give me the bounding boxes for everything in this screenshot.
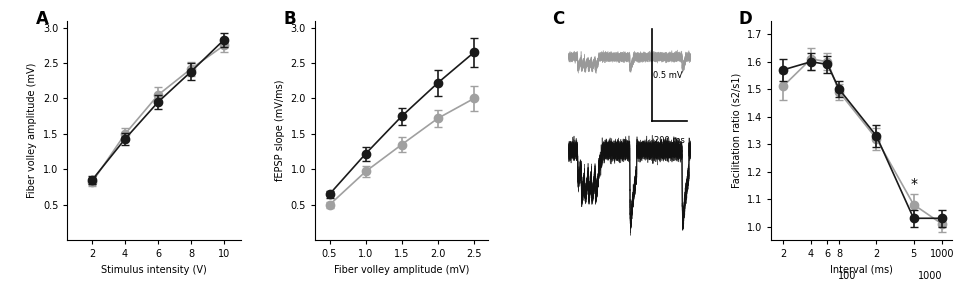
Text: 100: 100 [837, 271, 855, 281]
X-axis label: Fiber volley amplitude (mV): Fiber volley amplitude (mV) [333, 265, 469, 275]
Y-axis label: Fiber volley amplitude (mV): Fiber volley amplitude (mV) [27, 63, 37, 198]
X-axis label: Stimulus intensity (V): Stimulus intensity (V) [101, 265, 207, 275]
Y-axis label: fEPSP slope (mV/ms): fEPSP slope (mV/ms) [275, 80, 284, 181]
Text: *: * [909, 177, 916, 191]
Text: B: B [283, 9, 296, 28]
X-axis label: Interval (ms): Interval (ms) [829, 265, 893, 275]
Text: 1000: 1000 [918, 271, 942, 281]
Y-axis label: Facilitation ratio (s2/s1): Facilitation ratio (s2/s1) [730, 73, 741, 188]
Text: A: A [37, 9, 49, 28]
Text: C: C [552, 9, 564, 28]
Text: D: D [738, 9, 752, 28]
Text: 0.5 mV: 0.5 mV [653, 71, 682, 80]
Text: 200 ms: 200 ms [653, 136, 684, 145]
